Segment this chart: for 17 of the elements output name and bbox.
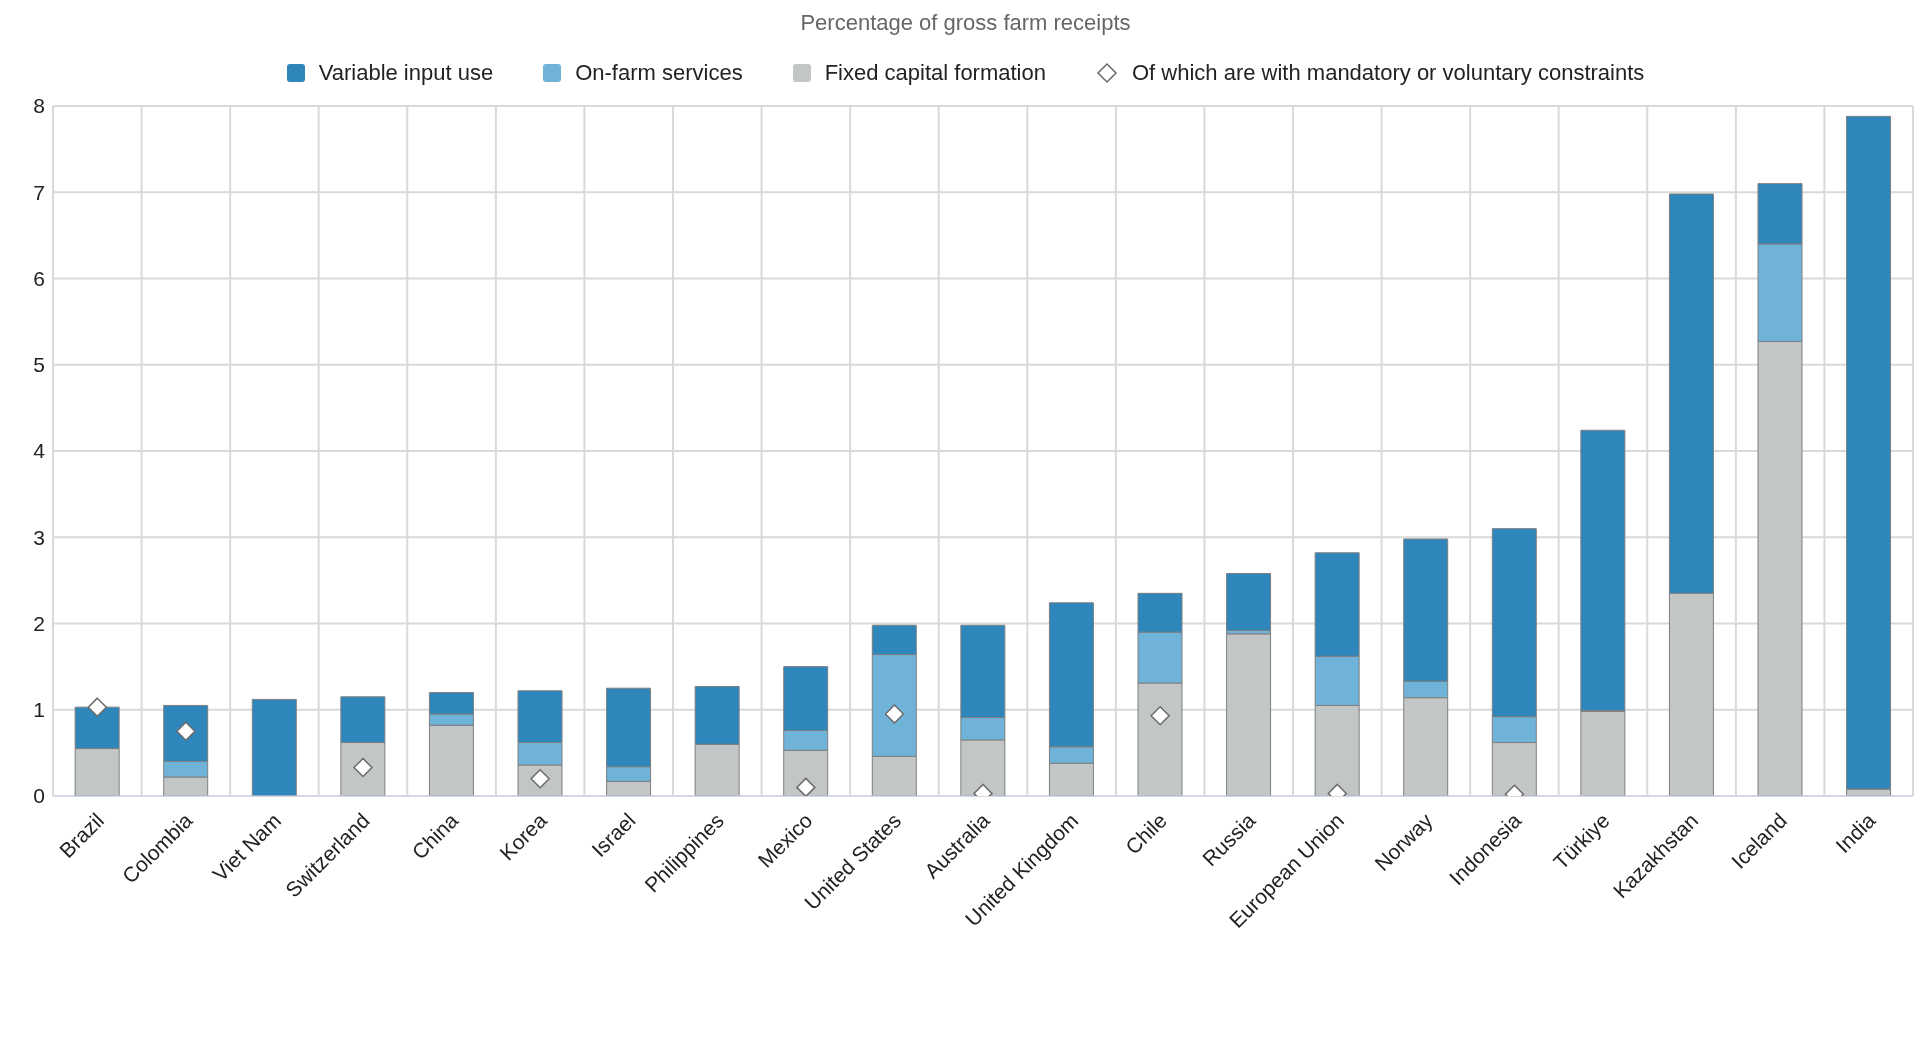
bar [1226,633,1272,796]
bar [251,698,297,796]
chart-title: Percentage of gross farm receipts [799,9,1132,36]
y-tick-label: 8 [33,94,45,118]
y-tick-label: 3 [33,525,45,549]
legend-label: Fixed capital formation [824,60,1046,86]
y-tick-label: 2 [33,611,45,635]
legend-label: On-farm services [575,60,743,86]
y-tick-label: 4 [33,439,46,463]
y-tick-label: 0 [33,784,45,808]
y-tick-label: 6 [33,266,45,290]
y-tick-label: 1 [33,698,45,722]
legend-label: Variable input use [318,60,494,86]
y-tick-label: 7 [33,180,45,204]
bar [1226,572,1272,631]
legend-label: Of which are with mandatory or voluntary constraints [1131,60,1645,86]
y-tick-label: 5 [33,353,45,377]
